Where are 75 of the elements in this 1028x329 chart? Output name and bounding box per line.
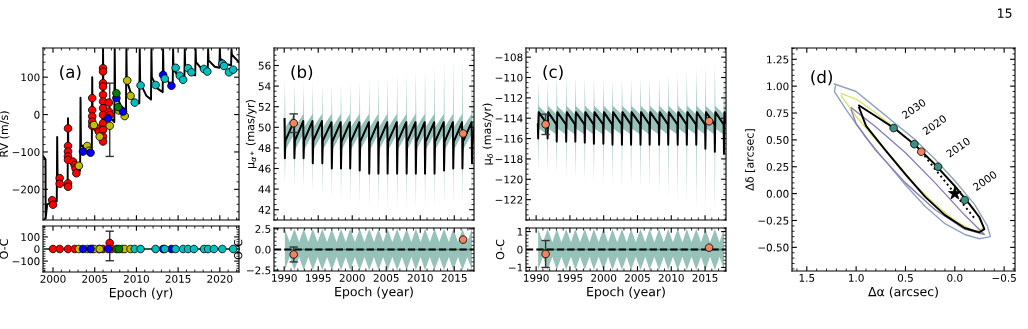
y-tick-label: 42 <box>258 205 271 214</box>
x-tick-label: 2015 <box>441 273 467 282</box>
y-tick-label: 100 <box>21 73 40 82</box>
y-tick-label: −0.50 <box>758 243 789 252</box>
y-tick-label: −122 <box>495 195 523 204</box>
y-tick-label: −1 <box>508 263 523 272</box>
y-tick-label: 50 <box>258 123 271 132</box>
y-tick-label: 52 <box>258 102 271 111</box>
annotation: (d) <box>811 70 832 86</box>
y-axis-title: μ$_{δ}$ (mas/yr) <box>482 103 494 165</box>
x-tick-label: 1995 <box>557 273 583 282</box>
x-tick-label: 1990 <box>272 273 297 282</box>
annotation: (b) <box>291 65 313 81</box>
y-tick-label: 1 <box>517 227 523 236</box>
y-tick-label: −112 <box>495 94 523 102</box>
y-tick-label: 0.00 <box>766 189 789 198</box>
y-tick-label: 0 <box>34 110 40 119</box>
x-tick-label: 2005 <box>82 274 108 283</box>
y-tick-label: 1.25 <box>767 55 789 64</box>
x-tick-label: 2000 <box>40 274 66 283</box>
y-tick-label: −0.25 <box>758 216 789 225</box>
y-tick-label: −116 <box>495 134 523 143</box>
y-tick-label: 48 <box>258 144 271 153</box>
x-tick-label: −0.5 <box>992 273 1016 282</box>
text: 15 <box>998 8 1012 18</box>
y-tick-label: −100 <box>12 148 40 157</box>
x-tick-label: 2010 <box>123 274 149 283</box>
y-axis-title: Δδ [arcsec] <box>745 129 756 191</box>
x-tick-label: 2005 <box>373 273 399 282</box>
y-tick-label: −200 <box>12 185 40 194</box>
x-axis-title: Epoch (yr) <box>109 287 173 300</box>
y-tick-label: −100 <box>12 257 40 266</box>
y-tick-label: 0 <box>517 245 523 254</box>
x-tick-label: 0.0 <box>947 273 963 282</box>
y-tick-label: 100 <box>21 233 40 241</box>
y-tick-label: −118 <box>495 155 523 164</box>
y-tick-label: 1.00 <box>767 82 789 91</box>
y-tick-label: 54 <box>258 82 271 91</box>
x-tick-label: 1995 <box>306 273 331 282</box>
y-tick-label: 44 <box>258 185 271 194</box>
x-tick-label: 2010 <box>407 273 433 282</box>
y-tick-label: 0.0 <box>255 245 271 254</box>
y-tick-label: 46 <box>258 164 271 173</box>
y-axis-title: O-C <box>495 239 505 260</box>
annotation: (c) <box>543 65 563 81</box>
x-axis-title: Epoch (year) <box>587 286 665 299</box>
x-tick-label: 0.5 <box>897 273 913 282</box>
x-tick-label: 2000 <box>591 273 617 282</box>
x-tick-label: 2015 <box>165 274 191 283</box>
x-tick-label: 1.5 <box>799 274 815 282</box>
x-tick-label: 2000 <box>339 273 365 282</box>
y-tick-label: −110 <box>495 73 523 82</box>
y-tick-label: −120 <box>495 175 523 184</box>
y-tick-label: 0.75 <box>766 109 789 118</box>
y-tick-label: −114 <box>495 114 523 123</box>
y-tick-label: 2.5 <box>255 225 271 233</box>
y-axis-title: RV (m/s) <box>0 111 10 157</box>
y-axis-title: O-C <box>0 239 9 259</box>
x-tick-label: 2005 <box>624 273 650 282</box>
x-tick-label: 1.0 <box>849 273 864 282</box>
y-tick-label: 0 <box>34 245 40 254</box>
x-tick-label: 2010 <box>658 273 684 282</box>
y-axis-title: O-C <box>233 239 243 260</box>
y-tick-label: 0.50 <box>766 136 789 144</box>
x-axis-title: Δα (arcsec) <box>868 286 938 298</box>
y-tick-label: −108 <box>495 53 523 62</box>
x-tick-label: 2015 <box>692 273 718 282</box>
x-tick-label: 1990 <box>524 273 549 282</box>
x-tick-label: 2020 <box>207 274 233 283</box>
y-tick-label: 56 <box>258 61 271 70</box>
y-tick-label: 0.25 <box>766 162 789 171</box>
x-axis-title: Epoch (year) <box>335 286 413 299</box>
annotation: (a) <box>60 65 81 81</box>
y-axis-title: μ$_{α*}$ (mas/yr) <box>245 99 257 169</box>
y-tick-label: −2.5 <box>247 266 271 275</box>
